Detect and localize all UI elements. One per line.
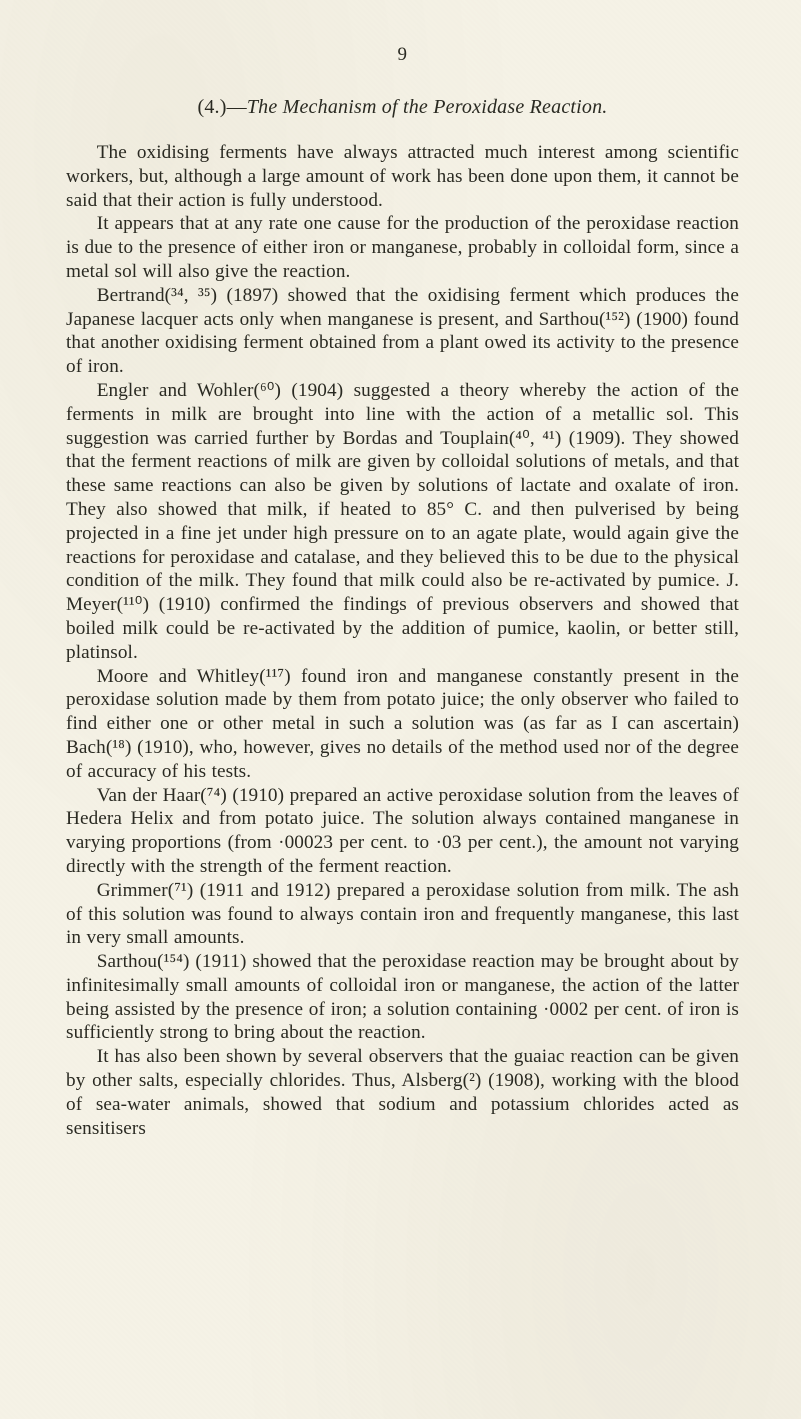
body-text: The oxidising ferments have always attra… <box>66 141 739 1140</box>
paragraph: Engler and Wohler(⁶⁰) (1904) suggested a… <box>66 379 739 665</box>
heading-italic: The Mechanism of the Peroxidase Reaction… <box>247 96 608 118</box>
paragraph: It appears that at any rate one cause fo… <box>66 212 739 283</box>
heading-prefix: (4.)— <box>197 96 246 118</box>
paragraph: Grimmer(⁷¹) (1911 and 1912) prepared a p… <box>66 879 739 950</box>
document-page: 9 (4.)—The Mechanism of the Peroxidase R… <box>0 0 801 1419</box>
paragraph: Moore and Whitley(¹¹⁷) found iron and ma… <box>66 665 739 784</box>
page-number: 9 <box>66 44 739 66</box>
section-heading: (4.)—The Mechanism of the Peroxidase Rea… <box>66 96 739 119</box>
paragraph: Sarthou(¹⁵⁴) (1911) showed that the pero… <box>66 950 739 1045</box>
paragraph: It has also been shown by several observ… <box>66 1045 739 1140</box>
paragraph: Van der Haar(⁷⁴) (1910) prepared an acti… <box>66 784 739 879</box>
paragraph: The oxidising ferments have always attra… <box>66 141 739 212</box>
paragraph: Bertrand(³⁴, ³⁵) (1897) showed that the … <box>66 284 739 379</box>
